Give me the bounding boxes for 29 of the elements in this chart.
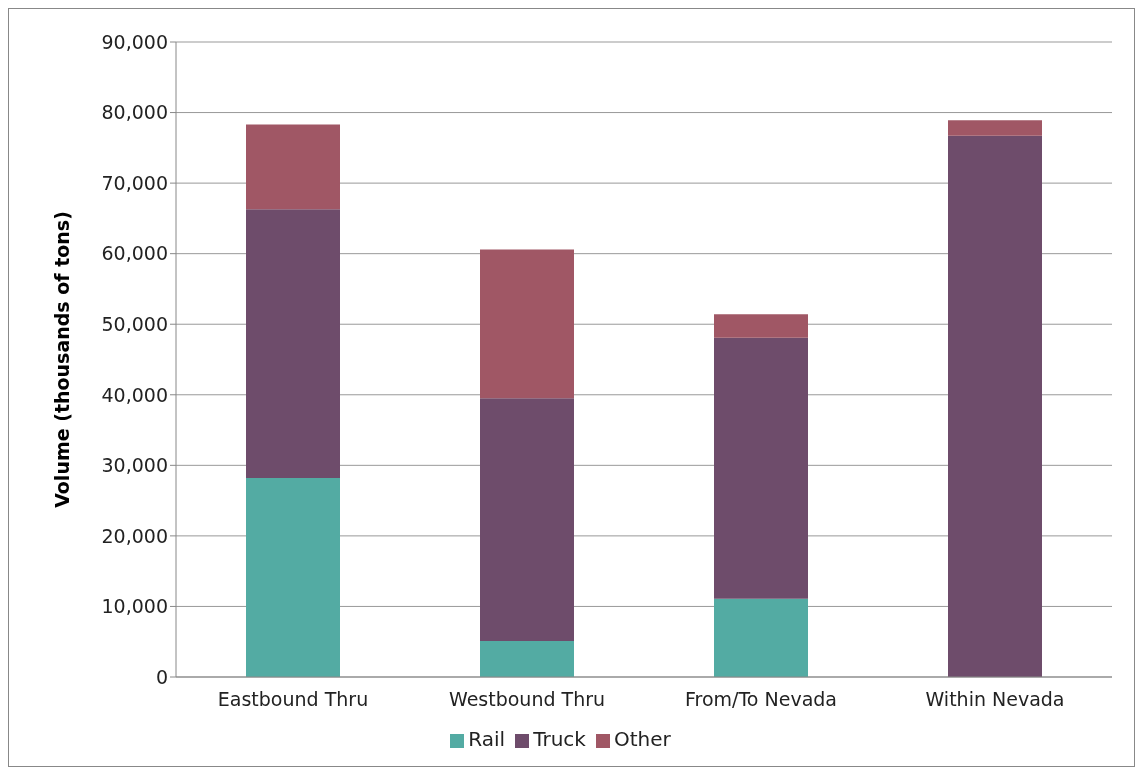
bar	[714, 337, 808, 599]
y-tick-label: 60,000	[101, 242, 168, 265]
y-tick-label: 80,000	[101, 101, 168, 124]
bar	[246, 478, 340, 677]
y-tick-label: 70,000	[101, 171, 168, 194]
y-axis-title: Volume (thousands of tons)	[50, 211, 73, 508]
x-tick-label: Eastbound Thru	[217, 688, 369, 711]
legend-label: Other	[613, 727, 671, 751]
y-tick-label: 50,000	[101, 312, 168, 335]
legend-label: Truck	[533, 727, 586, 751]
bar	[246, 209, 340, 479]
x-tick-label: Within Nevada	[925, 688, 1065, 711]
y-tick-label: 10,000	[101, 595, 168, 618]
y-tick-label: 90,000	[101, 30, 168, 53]
bar	[948, 135, 1042, 677]
y-tick-label: 20,000	[101, 524, 168, 547]
bar	[480, 398, 574, 642]
bar	[714, 314, 808, 338]
x-tick-label: Westbound Thru	[448, 688, 606, 711]
bar	[480, 641, 574, 677]
y-tick-label: 30,000	[101, 454, 168, 477]
y-tick-label: 40,000	[101, 383, 168, 406]
bar	[480, 249, 574, 399]
bar	[246, 124, 340, 210]
bar	[948, 120, 1042, 136]
y-tick-label: 0	[155, 665, 168, 688]
bar	[714, 598, 808, 677]
x-tick-label: From/To Nevada	[684, 688, 838, 711]
legend-label: Rail	[468, 727, 506, 751]
